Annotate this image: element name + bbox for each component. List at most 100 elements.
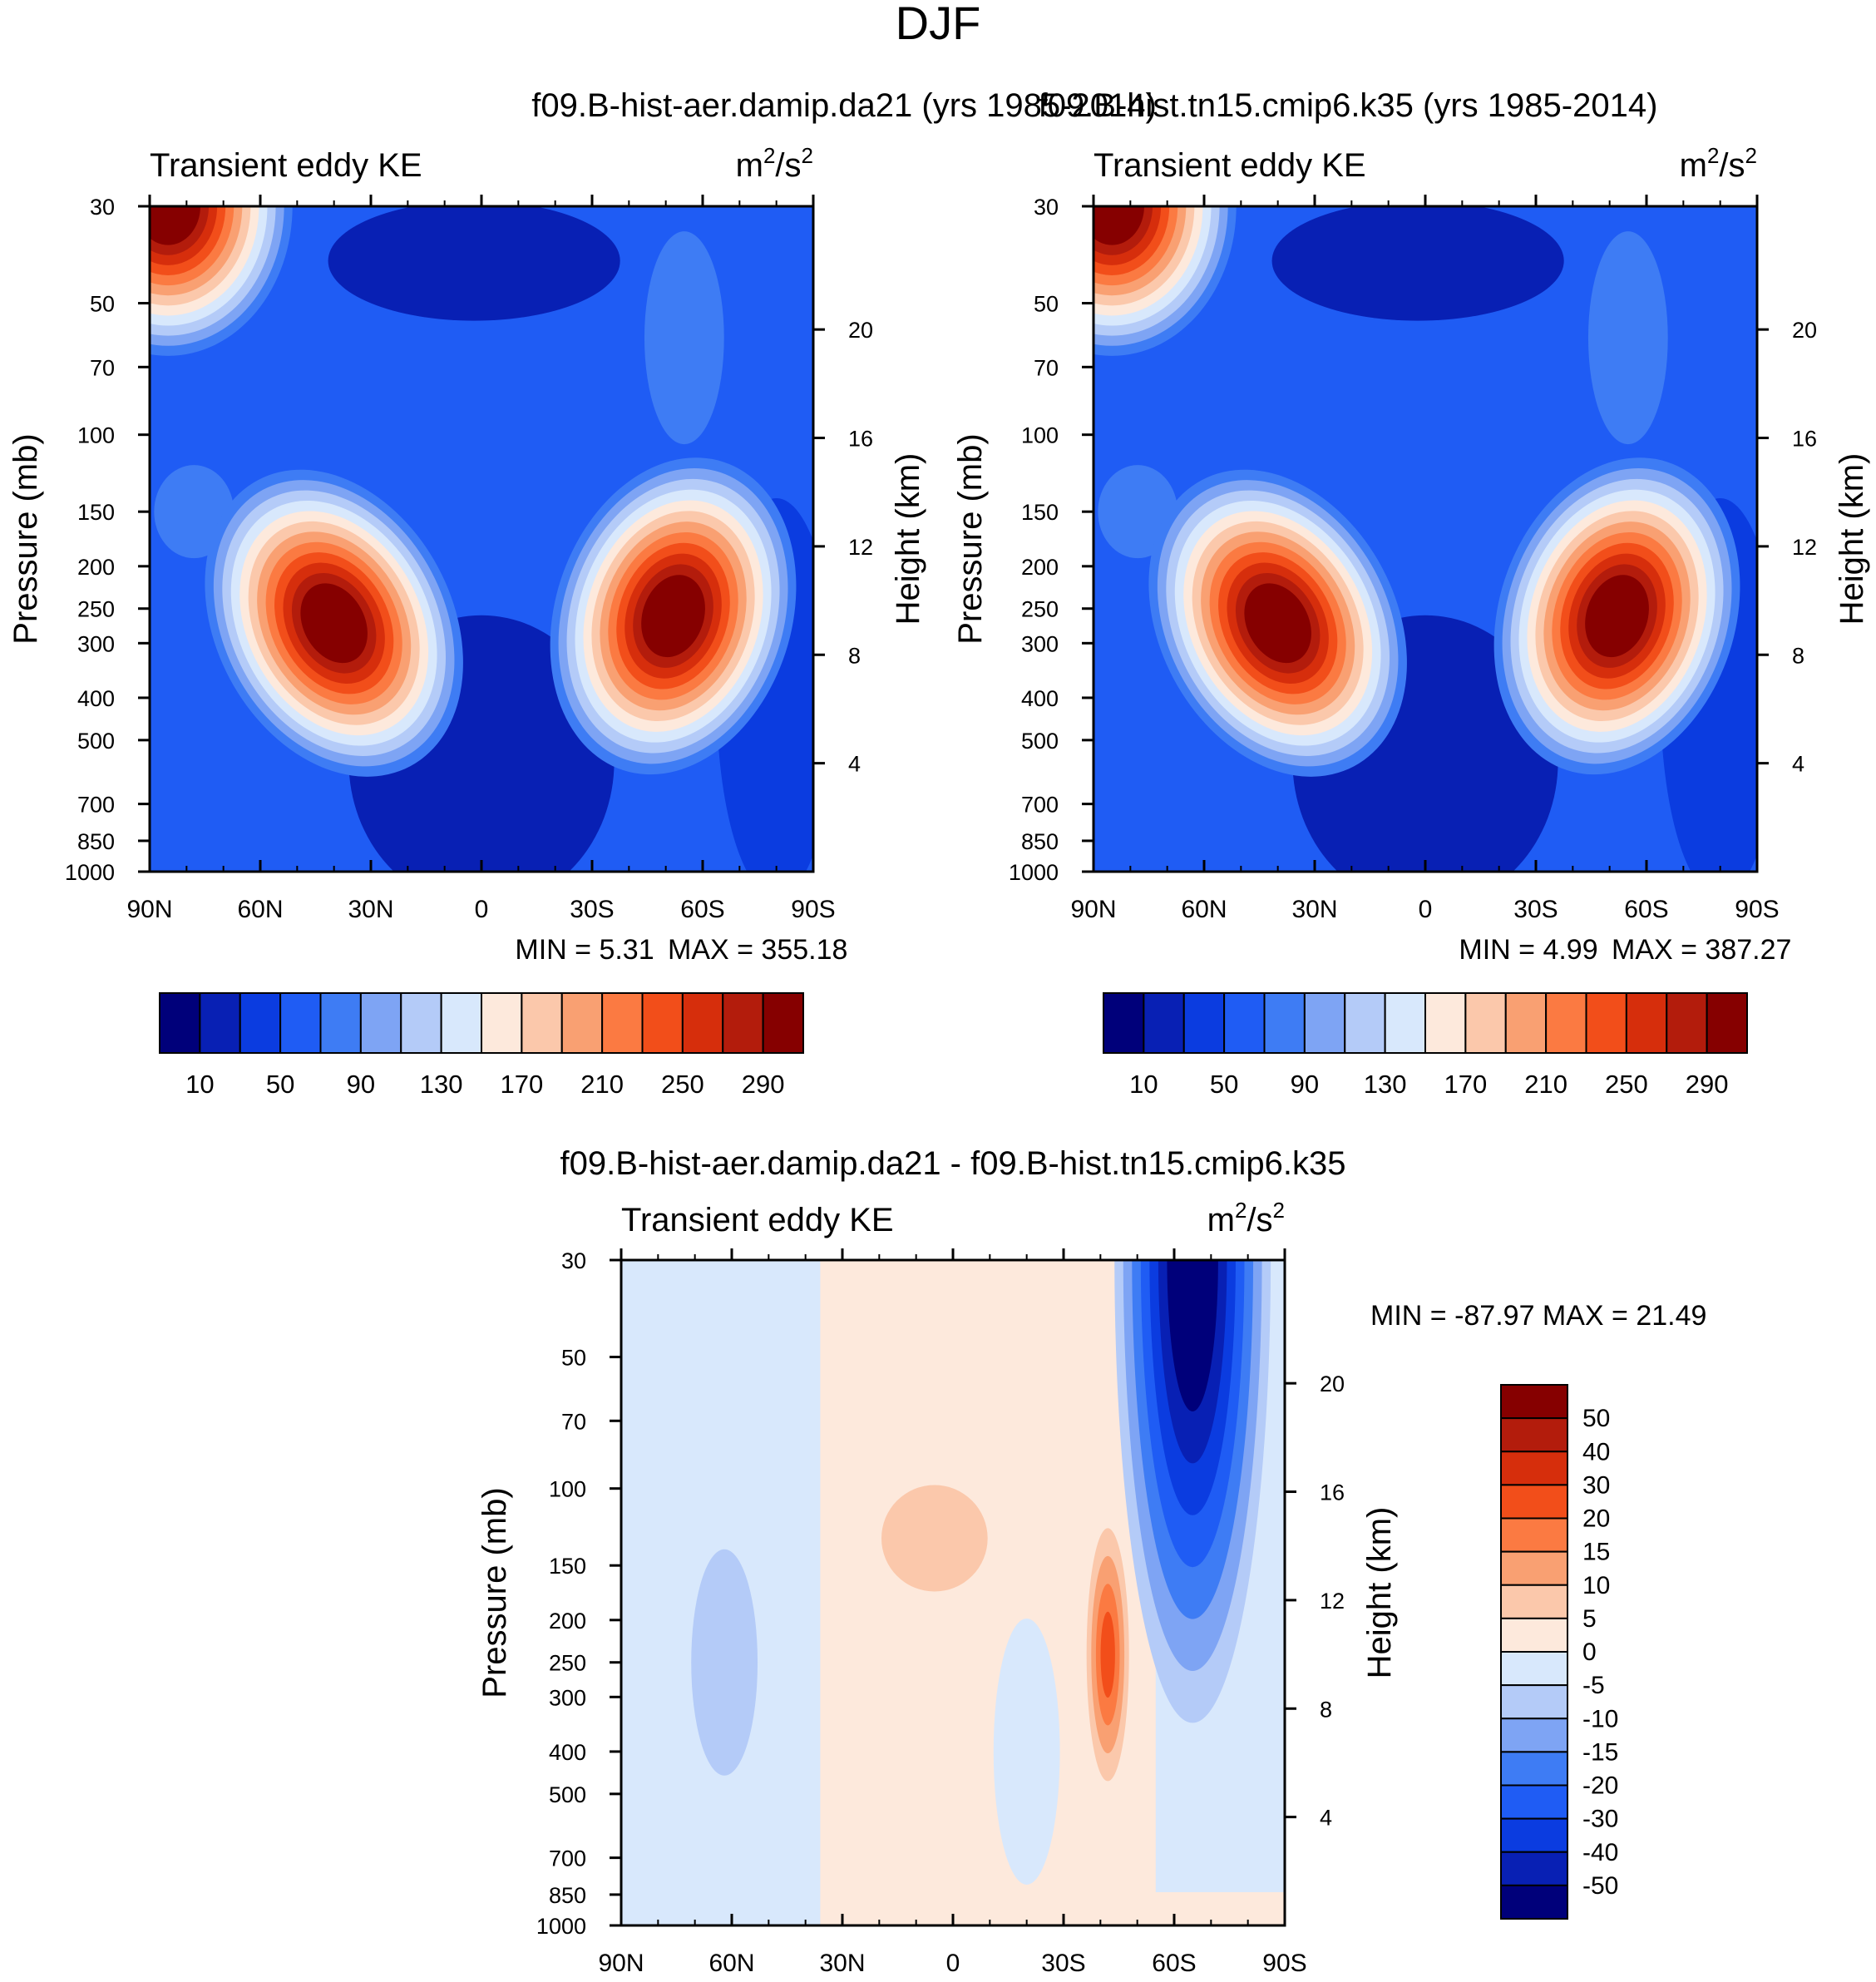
colorbar-label: 5 bbox=[1582, 1605, 1597, 1633]
colorbar-label: 10 bbox=[1129, 1070, 1158, 1099]
colorbar-swatch bbox=[1500, 1651, 1568, 1687]
colorbar-swatch bbox=[1500, 1484, 1568, 1520]
x-tick-label: 0 bbox=[946, 1950, 960, 1977]
colorbar-swatch bbox=[1500, 1851, 1568, 1886]
y-tick-label: 1000 bbox=[1009, 860, 1059, 885]
x-tick-label: 30N bbox=[819, 1950, 865, 1977]
colorbar-swatch bbox=[319, 992, 362, 1054]
contour-field bbox=[150, 206, 813, 872]
panel-subtitle: Transient eddy KE bbox=[150, 147, 422, 184]
colorbar-swatch bbox=[481, 992, 523, 1054]
y-tick-label: 30 bbox=[1034, 195, 1059, 220]
colorbar-label: 130 bbox=[420, 1070, 463, 1099]
contour-level-15-feature-2 bbox=[1094, 206, 1144, 245]
y-tick-label: 300 bbox=[549, 1685, 586, 1710]
colorbar-swatch bbox=[601, 992, 644, 1054]
colorbar-swatch bbox=[521, 992, 563, 1054]
y-tick-label: 100 bbox=[77, 423, 115, 448]
colorbar-label: -40 bbox=[1582, 1839, 1618, 1866]
y2-tick-label: 12 bbox=[848, 535, 873, 560]
colorbar-swatch bbox=[279, 992, 322, 1054]
contour-pos-level-12 bbox=[1100, 1611, 1115, 1698]
x-tick-label: 30N bbox=[348, 896, 393, 923]
y-tick-label: 700 bbox=[1021, 793, 1059, 818]
y2-tick-label: 8 bbox=[1320, 1697, 1332, 1722]
colorbar-label: 90 bbox=[347, 1070, 375, 1099]
colorbar-swatch bbox=[1500, 1684, 1568, 1720]
x-tick-label: 60N bbox=[708, 1950, 754, 1977]
contour-level-15-feature-1 bbox=[641, 575, 705, 658]
colorbar-label: 130 bbox=[1364, 1070, 1407, 1099]
y2-tick-label: 4 bbox=[1792, 752, 1804, 777]
units-base: m bbox=[1207, 1202, 1235, 1238]
colorbar-label: -50 bbox=[1582, 1872, 1618, 1900]
colorbar-swatch bbox=[199, 992, 241, 1054]
y-axis-label: Pressure (mb) bbox=[952, 433, 989, 644]
colorbar-swatch bbox=[762, 992, 804, 1054]
y-tick-label: 850 bbox=[1021, 829, 1059, 854]
colorbar-label: 10 bbox=[1582, 1572, 1610, 1599]
y-tick-label: 30 bbox=[561, 1248, 586, 1273]
colorbar-swatch bbox=[1500, 1718, 1568, 1753]
colorbar-label: 10 bbox=[185, 1070, 214, 1099]
units-sup-2: 2 bbox=[802, 143, 813, 168]
units-mid: /s bbox=[775, 147, 801, 184]
units-sup-1: 2 bbox=[1235, 1198, 1247, 1223]
units-mid: /s bbox=[1719, 147, 1745, 184]
y-tick-label: 400 bbox=[1021, 686, 1059, 711]
units-sup-1: 2 bbox=[763, 143, 775, 168]
y-tick-label: 500 bbox=[1021, 729, 1059, 754]
y-tick-label: 250 bbox=[77, 597, 115, 622]
y2-tick-label: 20 bbox=[1320, 1372, 1345, 1396]
field-negative-blob2 bbox=[993, 1618, 1060, 1885]
units-label: m2/s2 bbox=[1207, 1198, 1285, 1238]
y2-axis-label: Height (km) bbox=[890, 453, 926, 625]
colorbar-swatch bbox=[1263, 992, 1306, 1054]
y-tick-label: 850 bbox=[549, 1883, 586, 1908]
colorbar-swatch bbox=[1500, 1617, 1568, 1653]
y-tick-label: 150 bbox=[77, 500, 115, 525]
colorbar-swatch bbox=[1666, 992, 1708, 1054]
panel-title: f09.B-hist-aer.damip.da21 (yrs 1985-2014… bbox=[531, 87, 1157, 124]
units-sup-1: 2 bbox=[1707, 143, 1719, 168]
y2-tick-label: 16 bbox=[1792, 427, 1817, 452]
colorbar-swatch bbox=[1500, 1417, 1568, 1453]
panel-difference: f09.B-hist-aer.damip.da21 - f09.B-hist.t… bbox=[476, 1145, 1706, 1977]
y2-tick-label: 20 bbox=[1792, 318, 1817, 343]
colorbar-swatch bbox=[1464, 992, 1507, 1054]
x-tick-label: 90S bbox=[1735, 896, 1779, 923]
y-tick-label: 1000 bbox=[65, 860, 115, 885]
y-tick-label: 700 bbox=[549, 1846, 586, 1871]
contour-neg-level-0 bbox=[1167, 1260, 1218, 1411]
colorbar-label: 90 bbox=[1291, 1070, 1319, 1099]
y-tick-label: 70 bbox=[1034, 355, 1059, 380]
field-band-south bbox=[644, 231, 724, 445]
x-tick-label: 60N bbox=[1181, 896, 1227, 923]
y-tick-label: 30 bbox=[90, 195, 115, 220]
max-label: MAX = 387.27 bbox=[1612, 934, 1791, 966]
colorbar-label: 290 bbox=[1686, 1070, 1729, 1099]
colorbar-swatch bbox=[1143, 992, 1185, 1054]
colorbar-swatch bbox=[1103, 992, 1145, 1054]
x-tick-label: 30S bbox=[1041, 1950, 1085, 1977]
x-tick-label: 60S bbox=[1624, 896, 1668, 923]
contour-level-15-feature-1 bbox=[1585, 575, 1649, 658]
colorbar-swatch bbox=[1500, 1451, 1568, 1486]
y2-tick-label: 16 bbox=[1320, 1480, 1345, 1505]
y-tick-label: 850 bbox=[77, 829, 115, 854]
colorbar-swatch bbox=[159, 992, 201, 1054]
colorbar-swatch bbox=[1500, 1751, 1568, 1787]
contour-field bbox=[1094, 206, 1757, 872]
colorbar-swatch bbox=[1500, 1784, 1568, 1820]
panel-subtitle: Transient eddy KE bbox=[1094, 147, 1366, 184]
y-tick-label: 100 bbox=[549, 1477, 586, 1502]
colorbar-swatch bbox=[239, 992, 282, 1054]
y-axis-label: Pressure (mb) bbox=[476, 1487, 513, 1698]
colorbar-label: 15 bbox=[1582, 1539, 1610, 1566]
y-tick-label: 200 bbox=[549, 1609, 586, 1634]
colorbar-label: 290 bbox=[742, 1070, 785, 1099]
x-tick-label: 0 bbox=[475, 896, 489, 923]
y-tick-label: 250 bbox=[1021, 597, 1059, 622]
y2-axis-label: Height (km) bbox=[1834, 453, 1870, 625]
y-tick-label: 50 bbox=[561, 1346, 586, 1371]
